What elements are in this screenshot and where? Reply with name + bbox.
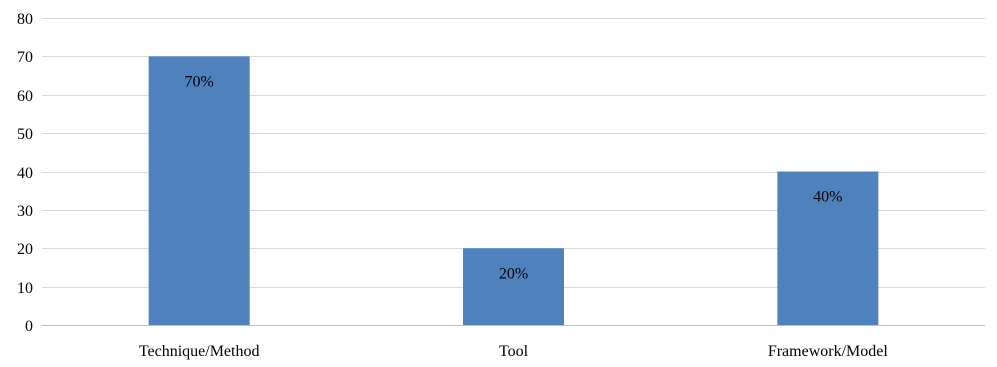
data-labels: 70% 20% 40% bbox=[185, 73, 843, 282]
y-tick-label-70: 70 bbox=[17, 49, 33, 66]
bar-0 bbox=[148, 56, 250, 325]
data-label-1: 20% bbox=[499, 265, 528, 282]
x-axis-labels: Technique/Method Tool Framework/Model bbox=[139, 343, 889, 360]
y-tick-label-20: 20 bbox=[17, 241, 33, 258]
x-category-label-1: Tool bbox=[499, 343, 529, 360]
bar-1 bbox=[463, 248, 564, 325]
data-label-2: 40% bbox=[813, 189, 842, 206]
x-category-label-2: Framework/Model bbox=[768, 343, 889, 360]
y-tick-label-40: 40 bbox=[17, 165, 33, 182]
y-tick-label-0: 0 bbox=[25, 318, 33, 335]
y-tick-label-30: 30 bbox=[17, 203, 33, 220]
y-axis-ticks: 0 10 20 30 40 50 60 70 80 bbox=[17, 11, 33, 335]
bars bbox=[148, 56, 879, 325]
y-tick-label-60: 60 bbox=[17, 88, 33, 105]
x-category-label-0: Technique/Method bbox=[139, 343, 260, 360]
y-tick-label-10: 10 bbox=[17, 280, 33, 297]
data-label-0: 70% bbox=[185, 73, 214, 90]
y-tick-label-50: 50 bbox=[17, 126, 33, 143]
bar-2 bbox=[777, 171, 879, 325]
y-tick-label-80: 80 bbox=[17, 11, 33, 28]
